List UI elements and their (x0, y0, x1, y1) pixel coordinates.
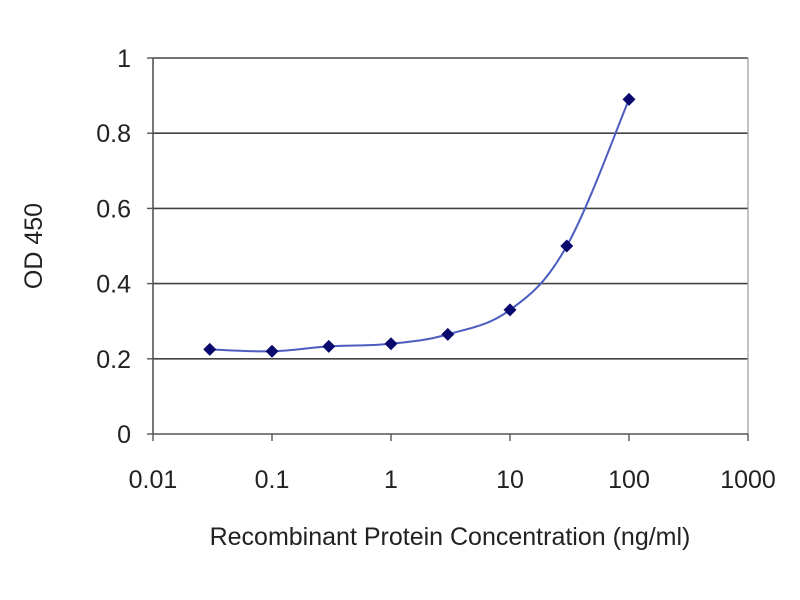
data-point-marker (265, 344, 279, 358)
grid-lines (153, 57, 748, 360)
data-point-marker (622, 92, 636, 106)
y-tick-label: 0.8 (96, 120, 131, 148)
y-tick-label: 0.4 (96, 271, 131, 299)
x-tick-label: 0.01 (129, 466, 178, 494)
x-tick-label: 0.1 (255, 466, 290, 494)
data-point-marker (322, 339, 336, 353)
x-tick-label: 100 (608, 466, 650, 494)
series (203, 92, 636, 358)
y-tick-label: 0.2 (96, 346, 131, 374)
y-tick-label: 0 (117, 421, 131, 449)
data-point-marker (441, 327, 455, 341)
y-tick-label: 0.6 (96, 195, 131, 223)
data-point-marker (384, 337, 398, 351)
x-tick-label: 1000 (720, 466, 776, 494)
y-tick-label: 1 (117, 45, 131, 73)
data-point-marker (203, 342, 217, 356)
y-axis-title: OD 450 (20, 203, 48, 289)
x-axis-title: Recombinant Protein Concentration (ng/ml… (210, 523, 691, 551)
x-tick-label: 1 (384, 466, 398, 494)
x-tick-label: 10 (496, 466, 524, 494)
axes (147, 57, 749, 441)
data-point-marker (503, 303, 517, 317)
data-point-marker (560, 239, 574, 253)
tick-labels: 0 0.2 0.4 0.6 0.8 1 0.01 0.1 1 10 100 1000 (96, 45, 776, 494)
series-line (209, 98, 630, 353)
